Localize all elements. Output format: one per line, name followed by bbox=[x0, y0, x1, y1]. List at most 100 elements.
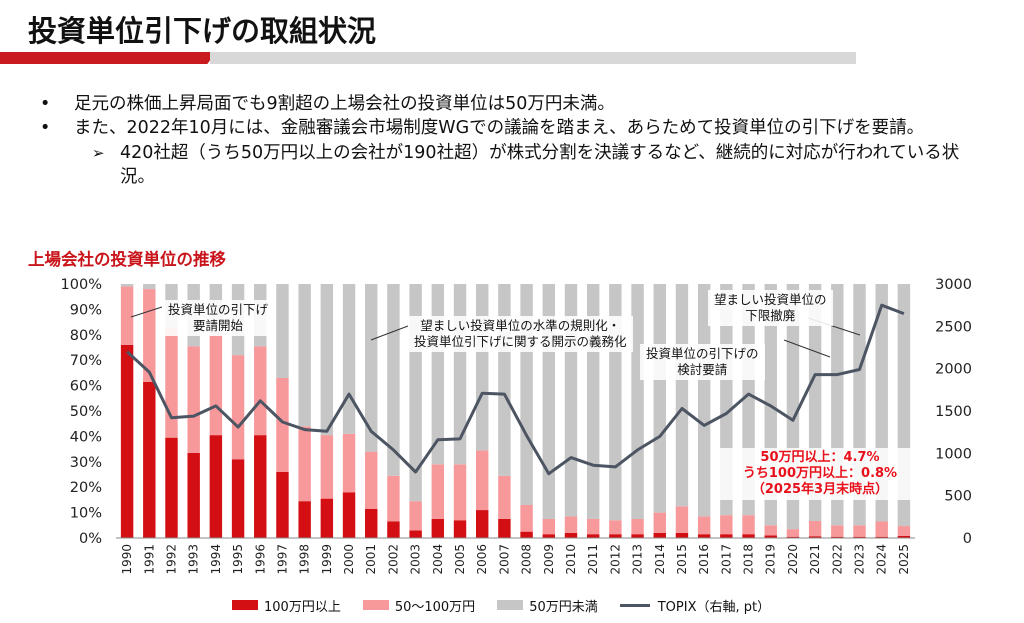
bar-over-100 bbox=[387, 521, 400, 538]
bar-over-100 bbox=[564, 532, 578, 538]
bar-over-100 bbox=[653, 532, 666, 538]
bar-over-100 bbox=[409, 530, 422, 538]
y-tick-label: 50% bbox=[70, 404, 102, 420]
bar-50-100 bbox=[298, 426, 311, 502]
bar-over-100 bbox=[697, 534, 711, 538]
y2-tick-label: 0 bbox=[963, 531, 972, 547]
y-tick-label: 0% bbox=[79, 531, 102, 547]
x-tick-label: 1996 bbox=[253, 544, 267, 575]
bar-50-100 bbox=[320, 435, 334, 499]
x-tick-label: 1997 bbox=[276, 544, 290, 575]
y2-tick-label: 1000 bbox=[935, 446, 972, 462]
x-tick-label: 2020 bbox=[786, 544, 800, 575]
bar-50-100 bbox=[365, 451, 378, 509]
y-tick-label: 70% bbox=[70, 353, 102, 369]
x-tick-label: 2012 bbox=[608, 544, 622, 575]
annotation-pointer bbox=[130, 306, 163, 318]
y2-tick-label: 500 bbox=[944, 489, 972, 505]
annotation-pointer bbox=[370, 325, 409, 341]
bar-over-100 bbox=[875, 536, 888, 538]
bar-50-100 bbox=[542, 518, 556, 535]
bar-50-100 bbox=[853, 525, 866, 537]
bullet-list: • 足元の株価上昇局面でも9割超の上場会社の投資単位は50万円未満。 • また、… bbox=[40, 92, 990, 189]
x-tick-label: 2019 bbox=[764, 544, 778, 575]
bar-under-50 bbox=[298, 284, 311, 427]
bar-over-100 bbox=[276, 471, 289, 538]
y-tick-label: 30% bbox=[70, 455, 102, 471]
bar-50-100 bbox=[187, 346, 200, 453]
bar-50-100 bbox=[897, 526, 911, 536]
annotation-rule-text: 望ましい投資単位の水準の規則化・ 投資単位引下げに関する開示の義務化 bbox=[414, 318, 627, 349]
legend-item: 100万円以上 bbox=[232, 596, 341, 615]
y-tick-label: 90% bbox=[70, 302, 102, 318]
bar-over-100 bbox=[120, 344, 134, 538]
bar-over-100 bbox=[764, 535, 777, 538]
y2-tick-label: 1500 bbox=[935, 404, 972, 420]
x-tick-label: 2009 bbox=[542, 544, 556, 575]
bar-50-100 bbox=[875, 521, 888, 537]
bar-50-100 bbox=[564, 516, 578, 533]
y2-tick-label: 2500 bbox=[935, 319, 972, 335]
bar-over-100 bbox=[542, 534, 556, 538]
bar-50-100 bbox=[231, 355, 245, 460]
bar-over-100 bbox=[431, 518, 445, 538]
bar-over-100 bbox=[342, 492, 356, 538]
bar-over-100 bbox=[586, 534, 600, 538]
x-tick-label: 2008 bbox=[520, 544, 534, 575]
x-tick-label: 2000 bbox=[342, 544, 356, 575]
x-tick-label: 2005 bbox=[453, 544, 467, 575]
x-tick-label: 2006 bbox=[475, 544, 489, 575]
bar-over-100 bbox=[742, 534, 755, 538]
bar-50-100 bbox=[764, 525, 777, 536]
bar-over-100 bbox=[720, 534, 733, 538]
bar-over-100 bbox=[853, 536, 866, 538]
bar-50-100 bbox=[831, 525, 844, 537]
bar-under-50 bbox=[342, 284, 356, 434]
bar-over-100 bbox=[254, 435, 267, 538]
bar-over-100 bbox=[831, 536, 844, 538]
x-tick-label: 2004 bbox=[431, 544, 445, 575]
x-tick-label: 1992 bbox=[165, 544, 179, 575]
x-tick-label: 2022 bbox=[830, 544, 844, 575]
legend-item: 50万円未満 bbox=[497, 596, 598, 615]
bar-over-100 bbox=[320, 498, 334, 538]
bar-50-100 bbox=[165, 328, 178, 438]
x-tick-label: 2011 bbox=[586, 544, 600, 575]
legend-item: 50～100万円 bbox=[362, 596, 475, 615]
bullet-item: • また、2022年10月には、金融審議会市場制度WGでの議論を踏まえ、あらため… bbox=[40, 116, 990, 140]
bar-under-50 bbox=[320, 284, 334, 436]
bar-50-100 bbox=[786, 529, 800, 537]
x-tick-label: 1990 bbox=[120, 544, 134, 575]
x-tick-label: 2017 bbox=[719, 544, 733, 575]
legend-swatch-over-100 bbox=[232, 600, 258, 610]
y2-tick-label: 2000 bbox=[935, 362, 972, 378]
chart-title: 上場会社の投資単位の推移 bbox=[28, 250, 226, 269]
bar-under-50 bbox=[276, 284, 289, 378]
bar-50-100 bbox=[498, 475, 511, 519]
bar-under-50 bbox=[697, 284, 711, 517]
legend-swatch-50-100 bbox=[362, 600, 389, 610]
legend-item: TOPIX（右軸, pt） bbox=[619, 596, 771, 615]
x-tick-label: 2014 bbox=[653, 544, 667, 575]
bar-over-100 bbox=[897, 535, 911, 538]
bar-50-100 bbox=[409, 501, 422, 531]
bar-50-100 bbox=[520, 504, 533, 532]
chart-legend: 100万円以上 50～100万円 50万円未満 TOPIX（右軸, pt） bbox=[232, 596, 792, 615]
x-tick-label: 1991 bbox=[142, 544, 156, 575]
x-tick-label: 2025 bbox=[897, 544, 911, 575]
bar-over-100 bbox=[808, 536, 822, 538]
x-tick-label: 1994 bbox=[209, 544, 223, 575]
bar-under-50 bbox=[365, 284, 378, 452]
bar-over-100 bbox=[298, 501, 311, 538]
legend-label: 100万円以上 bbox=[264, 599, 341, 615]
bar-over-100 bbox=[631, 534, 644, 538]
bar-50-100 bbox=[631, 518, 644, 535]
legend-label: TOPIX（右軸, pt） bbox=[657, 599, 771, 615]
arrow-right-icon: ➢ bbox=[92, 144, 105, 162]
bar-50-100 bbox=[586, 518, 600, 535]
legend-swatch-under-50 bbox=[497, 600, 524, 610]
y-tick-label: 10% bbox=[70, 506, 102, 522]
y-tick-label: 60% bbox=[70, 379, 102, 395]
bar-under-50 bbox=[120, 284, 134, 287]
bar-over-100 bbox=[209, 435, 223, 538]
